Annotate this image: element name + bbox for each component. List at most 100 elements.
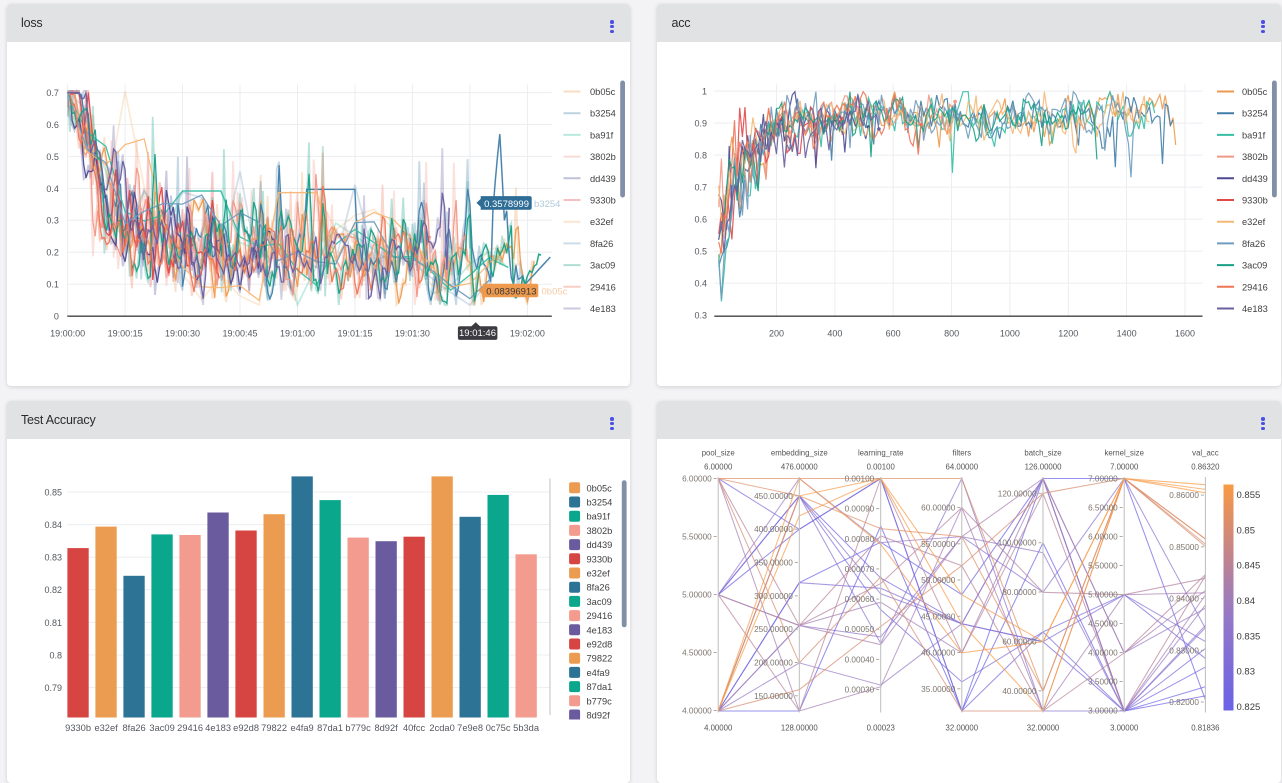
svg-text:0.82000: 0.82000	[1169, 698, 1199, 707]
svg-text:0.00080: 0.00080	[845, 534, 875, 543]
svg-text:0.84: 0.84	[44, 520, 62, 530]
svg-text:80.00000: 80.00000	[1002, 588, 1037, 597]
svg-text:5.00000: 5.00000	[682, 590, 712, 599]
svg-text:0.845: 0.845	[1237, 560, 1261, 571]
svg-text:4.00000: 4.00000	[1088, 648, 1118, 657]
svg-text:4.50000: 4.50000	[682, 648, 712, 657]
svg-text:3802b: 3802b	[586, 525, 612, 535]
svg-text:0b05c: 0b05c	[541, 286, 567, 297]
svg-text:0.00023: 0.00023	[867, 723, 895, 732]
svg-text:0.4: 0.4	[694, 278, 707, 288]
svg-text:400: 400	[827, 328, 842, 338]
svg-text:0.85: 0.85	[1237, 525, 1256, 536]
svg-text:3ac09: 3ac09	[590, 260, 615, 270]
svg-text:3.00000: 3.00000	[1088, 706, 1118, 715]
svg-text:450.00000: 450.00000	[754, 491, 793, 500]
svg-text:0.8: 0.8	[694, 150, 707, 160]
svg-text:87da1: 87da1	[586, 682, 612, 692]
svg-text:ba91f: ba91f	[590, 130, 614, 140]
svg-text:0.79: 0.79	[44, 683, 62, 693]
svg-text:e32ef: e32ef	[94, 722, 118, 732]
svg-text:0b05c: 0b05c	[586, 483, 612, 493]
svg-text:5.50000: 5.50000	[682, 532, 712, 541]
svg-text:300.00000: 300.00000	[754, 591, 793, 600]
svg-text:batch_size: batch_size	[1024, 448, 1061, 457]
svg-text:64.00000: 64.00000	[946, 462, 979, 471]
svg-text:1400: 1400	[1117, 328, 1137, 338]
svg-text:0.6: 0.6	[694, 214, 707, 224]
svg-text:e92d8: e92d8	[586, 639, 612, 649]
svg-text:350.00000: 350.00000	[754, 558, 793, 567]
svg-text:7.00000: 7.00000	[1110, 462, 1139, 471]
svg-text:8fa26: 8fa26	[586, 582, 609, 592]
svg-text:kernel_size: kernel_size	[1104, 448, 1143, 457]
svg-text:0.00100: 0.00100	[845, 474, 875, 483]
svg-text:150.00000: 150.00000	[754, 691, 793, 700]
svg-text:0.83: 0.83	[44, 552, 62, 562]
svg-text:e92d8: e92d8	[233, 722, 259, 732]
svg-text:60.00000: 60.00000	[1002, 637, 1037, 646]
svg-text:87da1: 87da1	[317, 722, 343, 732]
svg-text:dd439: dd439	[586, 540, 612, 550]
svg-text:0.1: 0.1	[46, 279, 59, 289]
svg-text:0.00100: 0.00100	[867, 462, 896, 471]
svg-text:b3254: b3254	[590, 108, 616, 118]
svg-text:e4fa9: e4fa9	[586, 667, 609, 677]
svg-text:3ac09: 3ac09	[1242, 260, 1267, 270]
svg-text:250.00000: 250.00000	[754, 625, 793, 634]
svg-text:dd439: dd439	[1242, 173, 1268, 183]
svg-text:3802b: 3802b	[1242, 152, 1268, 162]
svg-text:e32ef: e32ef	[1242, 217, 1266, 227]
svg-text:0.85: 0.85	[44, 487, 62, 497]
svg-text:0.00040: 0.00040	[845, 655, 875, 664]
svg-text:9330b: 9330b	[590, 195, 616, 205]
svg-text:6.00000: 6.00000	[704, 462, 733, 471]
svg-text:126.00000: 126.00000	[1025, 462, 1063, 471]
svg-text:0.3: 0.3	[46, 215, 59, 225]
svg-text:4.00000: 4.00000	[704, 723, 733, 732]
svg-text:learning_rate: learning_rate	[858, 448, 904, 457]
svg-text:29416: 29416	[586, 611, 612, 621]
svg-text:0b05c: 0b05c	[590, 87, 616, 97]
svg-text:e32ef: e32ef	[590, 217, 614, 227]
svg-text:19:01:46: 19:01:46	[459, 328, 496, 339]
svg-text:0.85000: 0.85000	[1169, 542, 1199, 551]
svg-text:4e183: 4e183	[1242, 304, 1268, 314]
svg-text:6.00000: 6.00000	[1088, 532, 1118, 541]
svg-text:0c75c: 0c75c	[485, 722, 510, 732]
svg-text:32.00000: 32.00000	[946, 723, 979, 732]
svg-text:9330b: 9330b	[586, 554, 612, 564]
svg-text:4e183: 4e183	[590, 304, 616, 314]
svg-text:0.3: 0.3	[694, 310, 707, 320]
svg-text:40fcc: 40fcc	[586, 724, 609, 734]
svg-text:0.825: 0.825	[1237, 702, 1261, 713]
svg-text:19:00:30: 19:00:30	[164, 328, 199, 338]
svg-text:0.08396913: 0.08396913	[486, 286, 536, 297]
svg-text:40.00000: 40.00000	[1002, 686, 1037, 695]
svg-text:b779c: b779c	[345, 722, 371, 732]
svg-text:2cda0: 2cda0	[429, 722, 454, 732]
svg-text:e4fa9: e4fa9	[290, 722, 313, 732]
svg-text:8fa26: 8fa26	[1242, 238, 1265, 248]
svg-text:200.00000: 200.00000	[754, 658, 793, 667]
svg-text:4.50000: 4.50000	[1088, 619, 1118, 628]
svg-text:dd439: dd439	[590, 173, 616, 183]
svg-text:0.86000: 0.86000	[1169, 491, 1199, 500]
svg-text:3ac09: 3ac09	[149, 722, 174, 732]
svg-text:b3254: b3254	[534, 198, 560, 209]
svg-text:8fa26: 8fa26	[590, 238, 613, 248]
svg-text:0.2: 0.2	[46, 247, 59, 257]
svg-text:6.50000: 6.50000	[1088, 503, 1118, 512]
svg-text:1200: 1200	[1058, 328, 1078, 338]
svg-text:8fa26: 8fa26	[122, 722, 145, 732]
svg-text:50.00000: 50.00000	[921, 576, 956, 585]
svg-text:29416: 29416	[177, 722, 203, 732]
svg-text:32.00000: 32.00000	[1027, 723, 1060, 732]
svg-text:1600: 1600	[1175, 328, 1195, 338]
svg-text:7.00000: 7.00000	[1088, 474, 1118, 483]
svg-text:8d92f: 8d92f	[586, 710, 610, 720]
svg-text:0.3578999: 0.3578999	[484, 198, 529, 209]
svg-text:19:00:15: 19:00:15	[107, 328, 142, 338]
svg-text:0.9: 0.9	[694, 118, 707, 128]
svg-text:b3254: b3254	[1242, 108, 1268, 118]
